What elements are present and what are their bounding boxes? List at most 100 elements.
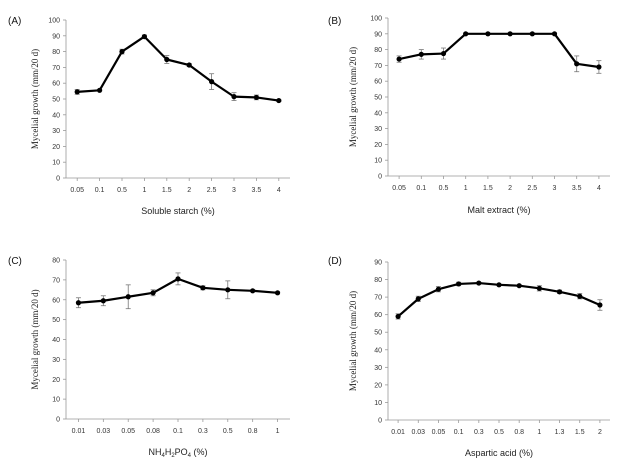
chart-panel-b: (B) 0 10 20 30 40 50 60 70 80 90 100 0.05 0.1 0.5 1 1.5 2…	[328, 16, 610, 215]
y-axis-label: Mycelial growth (mm/20 d)	[30, 49, 40, 149]
y-tick-label: 90	[52, 33, 60, 40]
y-tick-label: 80	[374, 277, 382, 284]
x-tick-label: 0.05	[121, 428, 135, 435]
y-tick-label: 50	[52, 317, 60, 324]
y-tick-label: 10	[52, 160, 60, 167]
x-tick-label: 1	[142, 187, 146, 194]
x-tick-label: 0.5	[117, 187, 127, 194]
x-tick-label: 0.01	[391, 429, 405, 436]
y-tick-label: 30	[52, 357, 60, 364]
y-tick-label: 60	[374, 79, 382, 86]
x-tick-label: 1	[464, 185, 468, 192]
y-axis-label: Mycelial growth (mm/20 d)	[30, 289, 40, 389]
y-tick-label: 0	[378, 174, 382, 181]
x-axis-label: Soluble starch (%)	[141, 206, 215, 216]
y-tick-label: 20	[52, 377, 60, 384]
y-tick-label: 70	[52, 65, 60, 72]
data-point	[141, 33, 147, 40]
data-point	[476, 280, 482, 286]
x-tick-label: 0.08	[146, 428, 160, 435]
data-point	[463, 31, 469, 37]
panel-label: (D)	[328, 256, 342, 267]
y-tick-label: 80	[52, 49, 60, 56]
data-point	[100, 298, 106, 304]
x-tick-label: 1	[537, 429, 541, 436]
y-tick-label: 10	[374, 158, 382, 165]
y-tick-label: 40	[374, 110, 382, 117]
x-tick-label: 4	[277, 187, 281, 194]
y-tick-label: 20	[374, 142, 382, 149]
x-axis-label: Aspartic acid (%)	[465, 448, 533, 458]
data-point	[250, 288, 256, 294]
x-tick-label: 0.1	[454, 429, 464, 436]
y-tick-label: 30	[52, 128, 60, 135]
data-point	[209, 79, 215, 85]
data-point	[485, 31, 491, 37]
y-tick-label: 10	[374, 400, 382, 407]
x-tick-label: 0.8	[248, 428, 258, 435]
x-tick-label: 0.03	[97, 428, 111, 435]
x-tick-label: 2	[508, 185, 512, 192]
data-point	[150, 290, 156, 296]
x-tick-label: 0.03	[411, 429, 425, 436]
data-point	[395, 313, 401, 320]
data-point	[529, 31, 535, 37]
data-point	[496, 282, 502, 288]
y-tick-label: 60	[52, 81, 60, 88]
y-tick-label: 30	[374, 126, 382, 133]
data-point	[415, 296, 421, 302]
y-tick-label: 0	[378, 418, 382, 425]
data-point	[186, 62, 192, 68]
x-tick-label: 2	[187, 187, 191, 194]
x-tick-label: 0.8	[514, 429, 524, 436]
x-tick-label: 0.01	[72, 428, 86, 435]
x-tick-label: 3.5	[252, 187, 262, 194]
y-tick-label: 50	[374, 330, 382, 337]
data-point	[200, 285, 206, 291]
y-tick-label: 100	[48, 18, 60, 25]
data-point	[456, 281, 462, 287]
x-tick-label: 1.3	[555, 429, 565, 436]
y-tick-label: 90	[374, 260, 382, 267]
x-tick-label: 0.1	[95, 187, 105, 194]
data-point	[253, 94, 259, 101]
y-tick-label: 60	[374, 312, 382, 319]
y-tick-label: 80	[52, 258, 60, 265]
data-point	[507, 31, 513, 37]
data-point	[536, 285, 542, 291]
chart-panel-a: (A) 0 10 20 30 40 50 60 70 80 90 100 0.05 0.1 0.5 1 1.5 2…	[8, 16, 290, 216]
x-tick-label: 2.5	[527, 185, 537, 192]
x-tick-label: 0.1	[173, 428, 183, 435]
series-line	[77, 35, 279, 102]
panel-label: (B)	[328, 16, 341, 27]
y-tick-label: 70	[374, 295, 382, 302]
data-point	[125, 294, 131, 300]
x-tick-label: 1	[276, 428, 280, 435]
x-tick-label: 0.05	[70, 187, 84, 194]
x-tick-label: 3	[553, 185, 557, 192]
y-axis-label: Mycelial growth (mm/20 d)	[348, 47, 358, 147]
data-point	[516, 283, 522, 289]
y-tick-label: 40	[374, 347, 382, 354]
data-point	[551, 31, 558, 37]
y-tick-label: 70	[52, 277, 60, 284]
x-tick-label: 4	[597, 185, 601, 192]
x-tick-label: 2	[598, 429, 602, 436]
x-tick-label: 1.5	[483, 185, 493, 192]
x-tick-label: 0.3	[474, 429, 484, 436]
data-point	[440, 50, 447, 57]
panel-label: (A)	[8, 16, 21, 27]
data-point	[418, 51, 424, 57]
data-point	[596, 64, 602, 70]
data-point	[231, 94, 237, 100]
x-axis-label: NH4H2PO4 (%)	[148, 447, 207, 459]
x-tick-label: 0.1	[416, 185, 426, 192]
y-tick-label: 100	[370, 16, 382, 23]
y-tick-label: 60	[52, 297, 60, 304]
data-point	[75, 300, 82, 306]
y-tick-label: 10	[52, 397, 60, 404]
x-tick-label: 0.5	[439, 185, 449, 192]
data-point	[276, 97, 282, 104]
data-point	[164, 56, 170, 63]
